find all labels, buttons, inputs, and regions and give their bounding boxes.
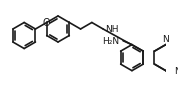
Text: H₂N: H₂N	[102, 37, 119, 46]
Text: N: N	[162, 35, 169, 44]
Text: NH: NH	[105, 24, 119, 33]
Text: N: N	[174, 66, 178, 75]
Text: O: O	[43, 17, 51, 27]
